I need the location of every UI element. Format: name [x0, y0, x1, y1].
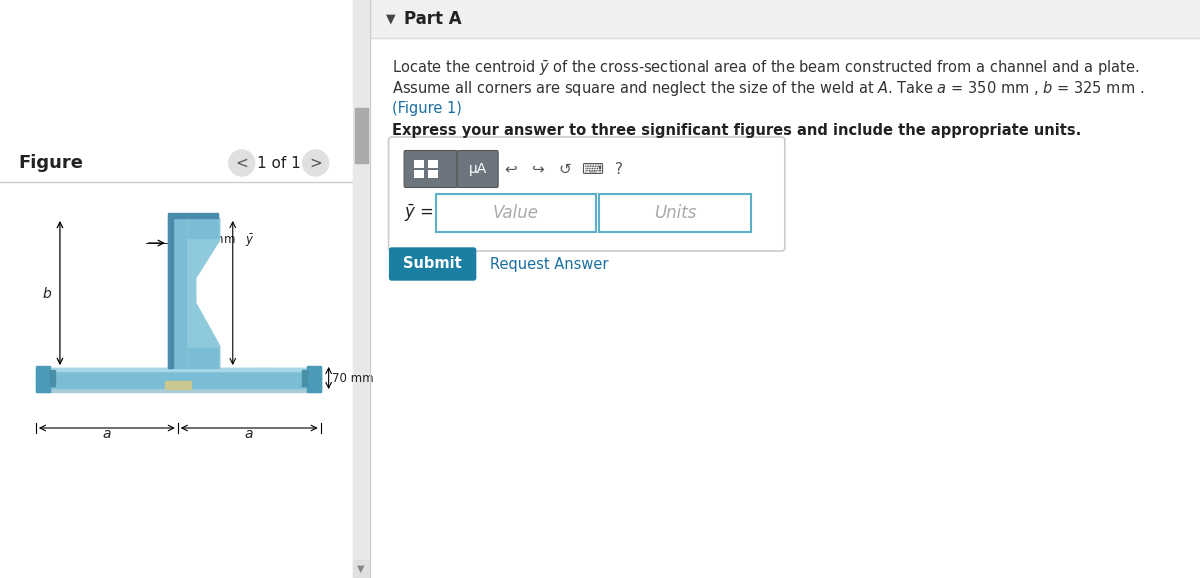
Bar: [427, 160, 438, 168]
Bar: [168, 213, 217, 218]
Bar: [427, 170, 438, 178]
Bar: [50, 368, 307, 371]
Text: ▼: ▼: [356, 564, 365, 574]
Text: ↪: ↪: [532, 161, 544, 176]
Text: ?: ?: [614, 161, 623, 176]
Text: (Figure 1): (Figure 1): [391, 102, 462, 117]
Text: 20 mm   $\bar{y}$: 20 mm $\bar{y}$: [193, 233, 254, 249]
Text: Figure: Figure: [18, 154, 83, 172]
Text: >: >: [310, 155, 322, 171]
Text: $a$: $a$: [245, 427, 254, 441]
Bar: [370, 0, 1200, 38]
Text: ↩: ↩: [504, 161, 517, 176]
Text: C: C: [169, 312, 178, 324]
Bar: [599, 194, 751, 232]
Text: Locate the centroid $\bar{y}$ of the cross-sectional area of the beam constructe: Locate the centroid $\bar{y}$ of the cro…: [391, 58, 1139, 77]
Bar: [187, 348, 217, 368]
Bar: [414, 170, 424, 178]
Text: 70 mm: 70 mm: [331, 372, 373, 384]
Text: μA: μA: [468, 162, 487, 176]
Text: Units: Units: [654, 204, 696, 222]
FancyBboxPatch shape: [390, 248, 475, 280]
Text: ⌨: ⌨: [581, 161, 602, 176]
Text: $\bar{y}$ =: $\bar{y}$ =: [403, 202, 433, 224]
Bar: [168, 218, 173, 368]
Bar: [36, 366, 50, 392]
Text: ↺: ↺: [558, 161, 571, 176]
Text: Submit: Submit: [403, 257, 462, 272]
Bar: [187, 218, 217, 238]
Bar: [414, 160, 424, 168]
Bar: [36, 388, 320, 392]
Text: <: <: [235, 155, 248, 171]
Bar: [36, 368, 320, 388]
Text: Request Answer: Request Answer: [490, 257, 608, 272]
Polygon shape: [187, 218, 220, 368]
Bar: [353, 560, 370, 578]
Text: Part A: Part A: [403, 10, 461, 28]
Circle shape: [302, 150, 329, 176]
Text: $A$: $A$: [169, 372, 179, 384]
Bar: [50, 370, 55, 386]
Bar: [164, 381, 191, 389]
Text: $a$: $a$: [102, 427, 112, 441]
FancyBboxPatch shape: [457, 150, 498, 187]
Circle shape: [229, 150, 254, 176]
Text: 10 mm: 10 mm: [266, 372, 308, 384]
Bar: [353, 0, 370, 578]
Text: ▼: ▼: [385, 13, 395, 25]
Bar: [168, 218, 187, 368]
Text: Value: Value: [493, 204, 539, 222]
Text: 1 of 1: 1 of 1: [257, 155, 300, 171]
Text: $b$: $b$: [42, 286, 52, 301]
FancyBboxPatch shape: [389, 137, 785, 251]
Text: Express your answer to three significant figures and include the appropriate uni: Express your answer to three significant…: [391, 124, 1081, 139]
Bar: [355, 108, 367, 163]
Bar: [436, 194, 595, 232]
FancyBboxPatch shape: [404, 150, 457, 187]
Bar: [307, 366, 320, 392]
Bar: [301, 370, 307, 386]
Text: Assume all corners are square and neglect the size of the weld at $\mathit{A}$. : Assume all corners are square and neglec…: [391, 79, 1144, 98]
